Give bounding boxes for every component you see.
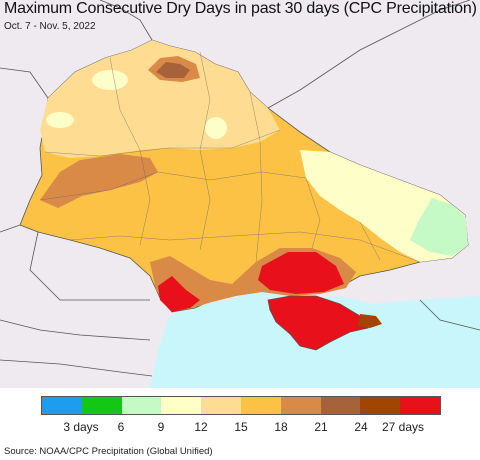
legend-swatch (240, 397, 281, 414)
region-9-days-east (410, 198, 468, 256)
region-21-days-west (40, 154, 158, 208)
legend-swatch (320, 397, 361, 414)
legend-swatch (81, 397, 122, 414)
legend-swatch (400, 397, 440, 414)
legend-tick-label: 24 (354, 420, 368, 434)
legend-tick-label: 6 (117, 420, 125, 434)
map (0, 0, 480, 388)
legend-swatch (42, 397, 82, 414)
legend-swatch (161, 397, 202, 414)
legend-tick-label: 3 days (63, 420, 99, 434)
legend-swatch (201, 397, 241, 414)
map-title: Maximum Consecutive Dry Days in past 30 … (4, 0, 477, 17)
legend-tick-label: 12 (194, 420, 208, 434)
legend-swatch (121, 397, 162, 414)
legend-tick-label: 9 (157, 420, 165, 434)
region-12-days-spot-west (46, 112, 74, 128)
legend-color-bar (41, 396, 441, 415)
region-12-days-spot-north (92, 70, 128, 90)
legend-tick-label: 18 (274, 420, 288, 434)
source-note: Source: NOAA/CPC Precipitation (Global U… (4, 446, 213, 457)
oblast-borders (39, 51, 421, 263)
map-subtitle: Oct. 7 - Nov. 5, 2022 (4, 21, 96, 32)
legend-swatch (280, 397, 321, 414)
legend-tick-label: 21 (314, 420, 328, 434)
region-12-days-spot-center (205, 117, 227, 139)
kerch-region (358, 314, 382, 328)
region-27-days-southeast (258, 252, 344, 294)
legend-tick-label: 15 (234, 420, 248, 434)
crimea-region (267, 295, 373, 351)
region-27-days-south (158, 276, 200, 312)
region-24-days-north (156, 62, 190, 78)
legend-swatch (360, 397, 401, 414)
country-borders (0, 0, 480, 377)
legend-tick-label: 27 days (381, 420, 425, 434)
